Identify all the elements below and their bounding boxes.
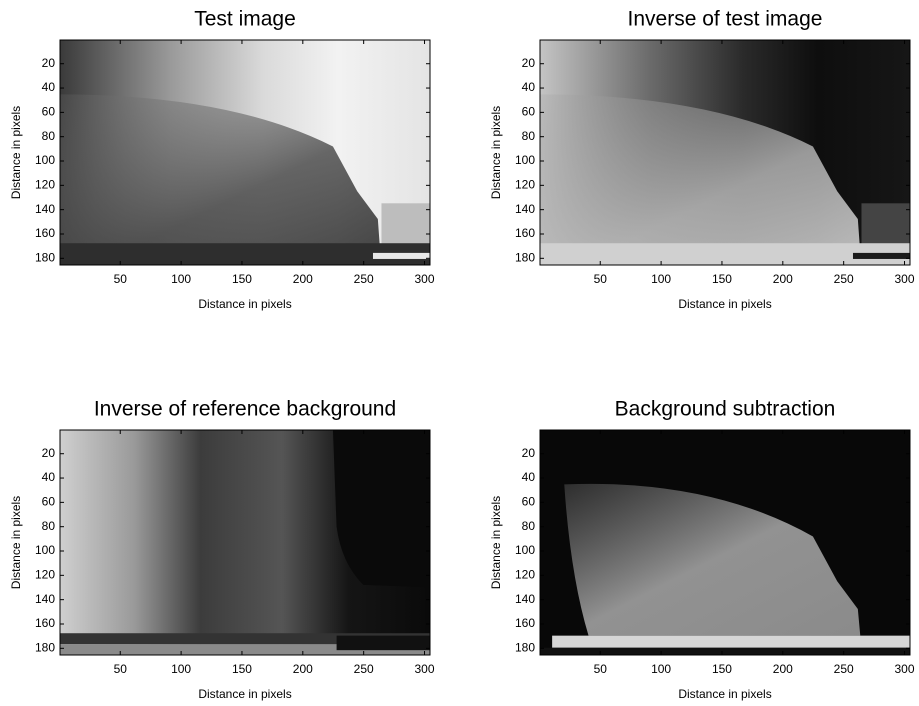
x-tick-label: 250 xyxy=(354,662,374,676)
y-tick-label: 80 xyxy=(522,129,536,143)
y-tick-label: 60 xyxy=(42,105,56,119)
panel: Background subtraction 50 100 150 200 250 300 2… xyxy=(489,398,915,702)
x-tick-label: 50 xyxy=(114,662,128,676)
x-axis-label: Distance in pixels xyxy=(678,297,771,311)
panel-title: Background subtraction xyxy=(615,398,836,421)
x-tick-label: 150 xyxy=(232,662,252,676)
y-tick-label: 60 xyxy=(522,495,536,509)
x-tick-label: 50 xyxy=(594,272,608,286)
x-tick-label: 150 xyxy=(232,272,252,286)
y-tick-label: 120 xyxy=(35,178,55,192)
panel: Test image 50 100 150 200 250 300 20 40 60 80 100 12… xyxy=(9,8,435,312)
y-tick-label: 20 xyxy=(522,56,536,70)
x-tick-label: 150 xyxy=(712,662,732,676)
y-axis-label: Distance in pixels xyxy=(9,496,23,589)
x-axis-label: Distance in pixels xyxy=(678,687,771,701)
y-tick-label: 140 xyxy=(515,202,535,216)
x-axis-label: Distance in pixels xyxy=(198,687,291,701)
y-tick-label: 40 xyxy=(42,470,56,484)
y-tick-label: 140 xyxy=(35,202,55,216)
x-tick-label: 300 xyxy=(895,272,915,286)
y-tick-label: 120 xyxy=(35,568,55,582)
y-tick-label: 160 xyxy=(515,226,535,240)
y-tick-label: 80 xyxy=(522,519,536,533)
y-tick-label: 100 xyxy=(35,153,55,167)
y-tick-label: 20 xyxy=(42,56,56,70)
y-tick-label: 40 xyxy=(522,470,536,484)
image xyxy=(60,430,430,655)
y-tick-label: 20 xyxy=(42,446,56,460)
y-tick-label: 100 xyxy=(35,543,55,557)
y-tick-label: 180 xyxy=(35,250,55,264)
y-tick-label: 160 xyxy=(515,616,535,630)
x-tick-label: 100 xyxy=(651,272,671,286)
image xyxy=(540,430,910,655)
panel: Inverse of test image 50 100 150 200 250 300 20… xyxy=(489,8,915,312)
y-tick-label: 120 xyxy=(515,178,535,192)
x-tick-label: 200 xyxy=(773,662,793,676)
image xyxy=(60,40,430,265)
figure: Test image 50 100 150 200 250 300 20 40 60 80 100 12… xyxy=(0,0,919,706)
y-tick-label: 80 xyxy=(42,519,56,533)
y-tick-label: 140 xyxy=(35,592,55,606)
x-tick-label: 300 xyxy=(415,272,435,286)
x-tick-label: 200 xyxy=(773,272,793,286)
y-tick-label: 20 xyxy=(522,446,536,460)
x-axis-label: Distance in pixels xyxy=(198,297,291,311)
y-tick-label: 100 xyxy=(515,153,535,167)
y-tick-label: 140 xyxy=(515,592,535,606)
y-tick-label: 60 xyxy=(522,105,536,119)
y-axis-label: Distance in pixels xyxy=(489,496,503,589)
y-tick-label: 120 xyxy=(515,568,535,582)
x-tick-label: 50 xyxy=(114,272,128,286)
y-tick-label: 160 xyxy=(35,616,55,630)
x-tick-label: 200 xyxy=(293,662,313,676)
y-tick-label: 40 xyxy=(42,80,56,94)
y-tick-label: 60 xyxy=(42,495,56,509)
y-tick-label: 40 xyxy=(522,80,536,94)
x-tick-label: 250 xyxy=(354,272,374,286)
x-tick-label: 100 xyxy=(651,662,671,676)
y-axis-label: Distance in pixels xyxy=(489,106,503,199)
panel-title: Inverse of test image xyxy=(628,8,823,31)
image xyxy=(540,40,910,265)
y-tick-label: 160 xyxy=(35,226,55,240)
x-tick-label: 100 xyxy=(171,662,191,676)
y-axis-label: Distance in pixels xyxy=(9,106,23,199)
panel: Inverse of reference background 50 100 150 2… xyxy=(9,398,435,702)
x-tick-label: 200 xyxy=(293,272,313,286)
x-tick-label: 250 xyxy=(834,662,854,676)
panel-title: Test image xyxy=(194,8,296,31)
x-tick-label: 250 xyxy=(834,272,854,286)
x-tick-label: 100 xyxy=(171,272,191,286)
panel-title: Inverse of reference background xyxy=(94,398,396,421)
x-tick-label: 300 xyxy=(895,662,915,676)
y-tick-label: 100 xyxy=(515,543,535,557)
x-tick-label: 50 xyxy=(594,662,608,676)
y-tick-label: 80 xyxy=(42,129,56,143)
x-tick-label: 300 xyxy=(415,662,435,676)
y-tick-label: 180 xyxy=(515,640,535,654)
y-tick-label: 180 xyxy=(515,250,535,264)
y-tick-label: 180 xyxy=(35,640,55,654)
x-tick-label: 150 xyxy=(712,272,732,286)
